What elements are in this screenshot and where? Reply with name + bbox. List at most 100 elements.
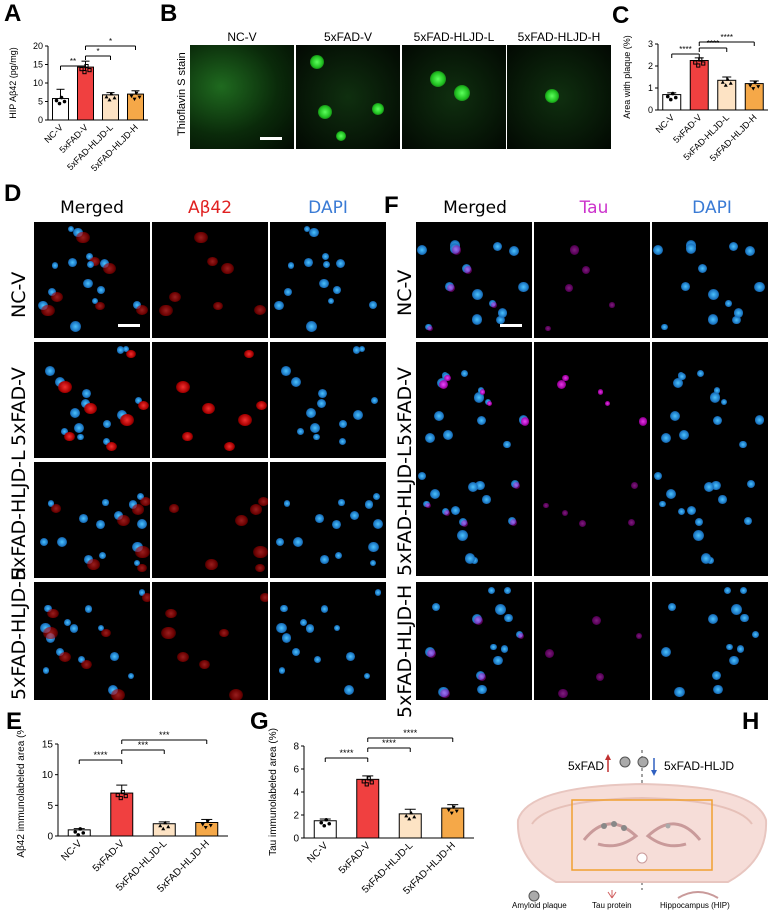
tau-signal [477, 672, 487, 682]
micrograph-tile [270, 582, 386, 700]
micrograph-tile [34, 462, 150, 578]
chart-e: 0 5 10 15 Aβ42 immunolabeled area (%) NC-V 5xF… [16, 730, 228, 895]
abeta-signal [135, 546, 150, 559]
nucleus [73, 423, 84, 434]
abeta-signal [237, 413, 252, 426]
plaque-dot [601, 823, 607, 829]
nucleus [518, 281, 529, 293]
data-point [369, 780, 374, 785]
nucleus [320, 555, 329, 564]
nucleus [457, 529, 469, 541]
data-point [118, 795, 123, 801]
micrograph-tile [652, 582, 768, 700]
brain-schematic: 5xFAD 5xFAD-HLJD Amyloid plaque Tau prot… [512, 750, 768, 910]
micrograph-tile [652, 462, 768, 576]
nucleus [363, 672, 370, 679]
panel-d-col-merged: Merged [60, 198, 124, 218]
nucleus [504, 613, 513, 623]
nucleus [725, 300, 732, 307]
x-tick-label: 5xFAD-V [91, 838, 127, 874]
tau-signal [562, 375, 569, 382]
nucleus [69, 407, 81, 418]
nucleus [471, 288, 483, 300]
nucleus [707, 314, 719, 325]
nucleus [736, 645, 744, 653]
nucleus [127, 672, 134, 679]
nucleus [345, 652, 355, 661]
nucleus [718, 495, 727, 504]
nucleus [369, 300, 378, 309]
nucleus [40, 537, 49, 546]
nucleus [304, 258, 313, 268]
x-tick-label: NC-V [305, 840, 330, 865]
micrograph-tile [534, 582, 650, 700]
micrograph-tile [534, 342, 650, 476]
nucleus [429, 488, 441, 500]
nucleus [349, 510, 360, 521]
nucleus [433, 410, 445, 421]
tau-signal [570, 245, 580, 255]
significance-label: **** [339, 748, 354, 758]
data-point [748, 84, 753, 88]
data-point [412, 814, 417, 819]
nucleus [726, 643, 733, 651]
data-point [698, 57, 703, 62]
nucleus [297, 428, 304, 435]
abeta-signal [201, 403, 215, 415]
bar [398, 813, 422, 839]
nucleus [292, 647, 301, 656]
tau-signal [425, 502, 431, 509]
plaque-dot [621, 825, 627, 831]
nucleus [287, 262, 295, 269]
nucleus [495, 603, 507, 615]
data-point [104, 94, 109, 99]
y-tick-label: 0 [38, 115, 43, 125]
tau-signal [581, 265, 590, 274]
abeta-signal [254, 304, 267, 315]
tau-signal [463, 265, 472, 274]
scale-bar [500, 324, 522, 327]
abeta-signal [165, 608, 177, 619]
tau-signal [545, 648, 555, 658]
abeta-signal [254, 563, 265, 573]
hippocampus-left [582, 822, 639, 848]
abeta-signal [95, 301, 106, 310]
data-point [720, 80, 725, 84]
tau-signal [638, 417, 647, 426]
nucleus [323, 260, 331, 268]
bar [77, 66, 94, 121]
nucleus [328, 297, 335, 304]
y-tick-label: 4 [293, 788, 299, 799]
data-point [696, 63, 701, 68]
data-point [319, 820, 324, 825]
nucleus [669, 410, 681, 421]
nucleus [274, 300, 284, 311]
nucleus [703, 482, 714, 493]
micrograph-tile [270, 222, 386, 338]
nucleus [686, 505, 697, 516]
nucleus [707, 288, 719, 300]
tau-signal [510, 519, 518, 527]
nucleus [47, 500, 55, 508]
nucleus [740, 586, 748, 594]
plaque [454, 85, 470, 101]
bar [195, 822, 219, 837]
data-point [107, 97, 112, 102]
nucleus [678, 508, 686, 516]
nucleus [674, 687, 685, 698]
abeta-signal [177, 651, 190, 662]
nucleus [665, 488, 677, 500]
y-tick-label: 6 [293, 765, 299, 776]
panel-d-row-label: NC-V [8, 271, 30, 318]
nucleus [370, 397, 379, 405]
data-point [728, 81, 733, 85]
significance-label: **** [707, 39, 719, 48]
panel-label-d: D [4, 180, 22, 207]
tau-signal [517, 633, 524, 640]
data-point [668, 97, 673, 102]
data-point [753, 81, 758, 85]
nucleus [109, 652, 119, 661]
nucleus [697, 369, 705, 377]
panel-label-h: H [742, 708, 760, 735]
nucleus [711, 480, 722, 491]
